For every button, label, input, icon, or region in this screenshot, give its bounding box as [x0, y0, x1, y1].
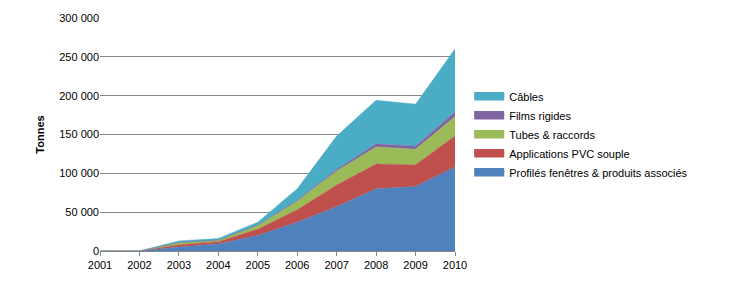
svg-text:2002: 2002 [127, 259, 151, 271]
svg-text:300 000: 300 000 [59, 12, 99, 24]
svg-text:2001: 2001 [88, 259, 112, 271]
svg-text:Tubes & raccords: Tubes & raccords [509, 129, 595, 141]
svg-text:100 000: 100 000 [59, 167, 99, 179]
svg-text:2003: 2003 [167, 259, 191, 271]
svg-text:2008: 2008 [364, 259, 388, 271]
svg-text:150 000: 150 000 [59, 128, 99, 140]
svg-text:2007: 2007 [324, 259, 348, 271]
svg-text:250 000: 250 000 [59, 51, 99, 63]
svg-text:0: 0 [93, 245, 99, 257]
svg-text:2006: 2006 [285, 259, 309, 271]
svg-text:50 000: 50 000 [65, 206, 99, 218]
svg-text:200 000: 200 000 [59, 90, 99, 102]
svg-text:Profilés fenêtres & produits a: Profilés fenêtres & produits associés [509, 167, 687, 179]
svg-text:Applications PVC souple: Applications PVC souple [509, 148, 629, 160]
svg-text:Films rigides: Films rigides [509, 110, 571, 122]
svg-text:2004: 2004 [206, 259, 230, 271]
svg-text:Tonnes: Tonnes [34, 115, 46, 153]
svg-text:2005: 2005 [246, 259, 270, 271]
svg-text:2009: 2009 [403, 259, 427, 271]
svg-text:Câbles: Câbles [509, 91, 544, 103]
svg-text:2010: 2010 [443, 259, 467, 271]
